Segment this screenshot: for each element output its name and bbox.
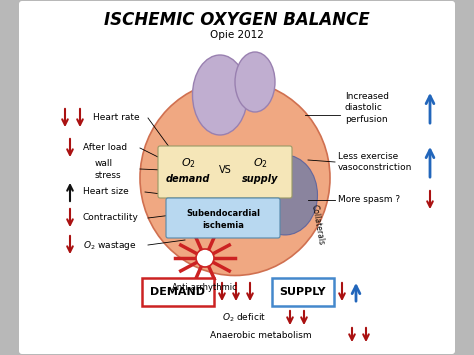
FancyBboxPatch shape: [19, 1, 455, 354]
Text: DEMAND: DEMAND: [151, 287, 206, 297]
FancyBboxPatch shape: [142, 278, 214, 306]
Text: $O_2$: $O_2$: [253, 156, 267, 170]
Text: $O_2$ wastage: $O_2$ wastage: [83, 239, 137, 251]
Ellipse shape: [235, 52, 275, 112]
Text: Heart size: Heart size: [83, 187, 129, 197]
Ellipse shape: [253, 155, 318, 235]
Text: Increased
diastolic
perfusion: Increased diastolic perfusion: [345, 92, 389, 124]
Text: Opie 2012: Opie 2012: [210, 30, 264, 40]
Text: Less exercise
vasoconstriction: Less exercise vasoconstriction: [338, 152, 412, 172]
FancyBboxPatch shape: [166, 198, 280, 238]
Text: $O_2$: $O_2$: [181, 156, 195, 170]
Ellipse shape: [192, 55, 247, 135]
Text: Anti-arrhythmic: Anti-arrhythmic: [172, 284, 238, 293]
FancyBboxPatch shape: [158, 146, 292, 198]
Text: $O_2$ deficit: $O_2$ deficit: [222, 312, 266, 324]
Text: stress: stress: [95, 170, 122, 180]
Text: VS: VS: [219, 165, 231, 175]
FancyBboxPatch shape: [272, 278, 334, 306]
Text: Subendocardial: Subendocardial: [186, 208, 260, 218]
Ellipse shape: [140, 81, 330, 275]
Circle shape: [196, 249, 214, 267]
Text: Heart rate: Heart rate: [93, 114, 140, 122]
Text: wall: wall: [95, 158, 113, 168]
Text: Collaterals: Collaterals: [310, 204, 326, 246]
Text: ischemia: ischemia: [202, 222, 244, 230]
Text: ISCHEMIC OXYGEN BALANCE: ISCHEMIC OXYGEN BALANCE: [104, 11, 370, 29]
Text: Anaerobic metabolism: Anaerobic metabolism: [210, 331, 311, 339]
Text: After load: After load: [83, 143, 127, 153]
Text: Contractility: Contractility: [83, 213, 139, 223]
Text: demand: demand: [166, 174, 210, 184]
Text: supply: supply: [242, 174, 278, 184]
Text: More spasm ?: More spasm ?: [338, 196, 400, 204]
Text: SUPPLY: SUPPLY: [280, 287, 326, 297]
